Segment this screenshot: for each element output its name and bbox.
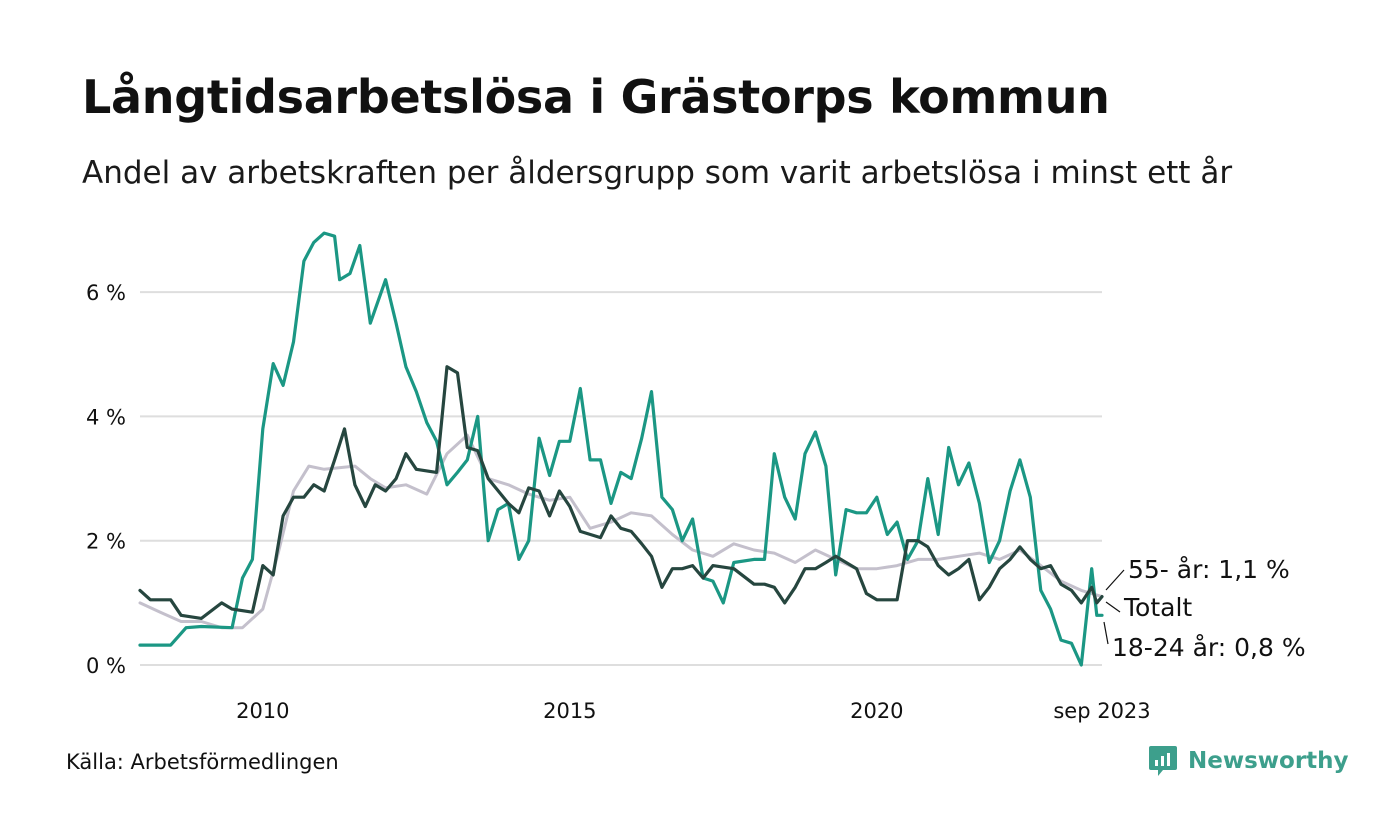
- x-tick-label: 2015: [543, 699, 596, 723]
- series-end-label-youth: 18-24 år: 0,8 %: [1112, 633, 1306, 662]
- label-leader: [1103, 621, 1109, 645]
- newsworthy-logo-icon: [1149, 746, 1177, 776]
- source-note: Källa: Arbetsförmedlingen: [66, 750, 339, 774]
- series-line-senior: [138, 433, 1104, 630]
- label-leader: [1105, 601, 1121, 613]
- series-lines: [138, 231, 1104, 667]
- series-line-total: [138, 365, 1104, 620]
- x-axis-ticks: 2010 2015 2020 sep 2023: [236, 699, 1151, 723]
- y-tick-label: 6 %: [86, 281, 126, 305]
- y-tick-label: 0 %: [86, 654, 126, 678]
- y-axis-ticks: 0 % 2 % 4 % 6 %: [86, 281, 126, 678]
- x-tick-label: 2020: [850, 699, 903, 723]
- series-end-label-total: Totalt: [1123, 593, 1192, 622]
- x-tick-label: 2010: [236, 699, 289, 723]
- series-line-youth: [138, 231, 1104, 667]
- brand-logo: Newsworthy: [1148, 744, 1349, 778]
- y-tick-label: 2 %: [86, 530, 126, 554]
- series-labels: 55- år: 1,1 % 18-24 år: 0,8 % Totalt: [1103, 555, 1306, 662]
- brand-name: Newsworthy: [1188, 748, 1349, 774]
- label-leader: [1105, 569, 1125, 591]
- series-end-label-senior: 55- år: 1,1 %: [1128, 555, 1290, 584]
- x-tick-label: sep 2023: [1053, 699, 1150, 723]
- chart-subtitle: Andel av arbetskraften per åldersgrupp s…: [82, 155, 1233, 191]
- y-tick-label: 4 %: [86, 405, 126, 429]
- chart-title: Långtidsarbetslösa i Grästorps kommun: [82, 70, 1110, 124]
